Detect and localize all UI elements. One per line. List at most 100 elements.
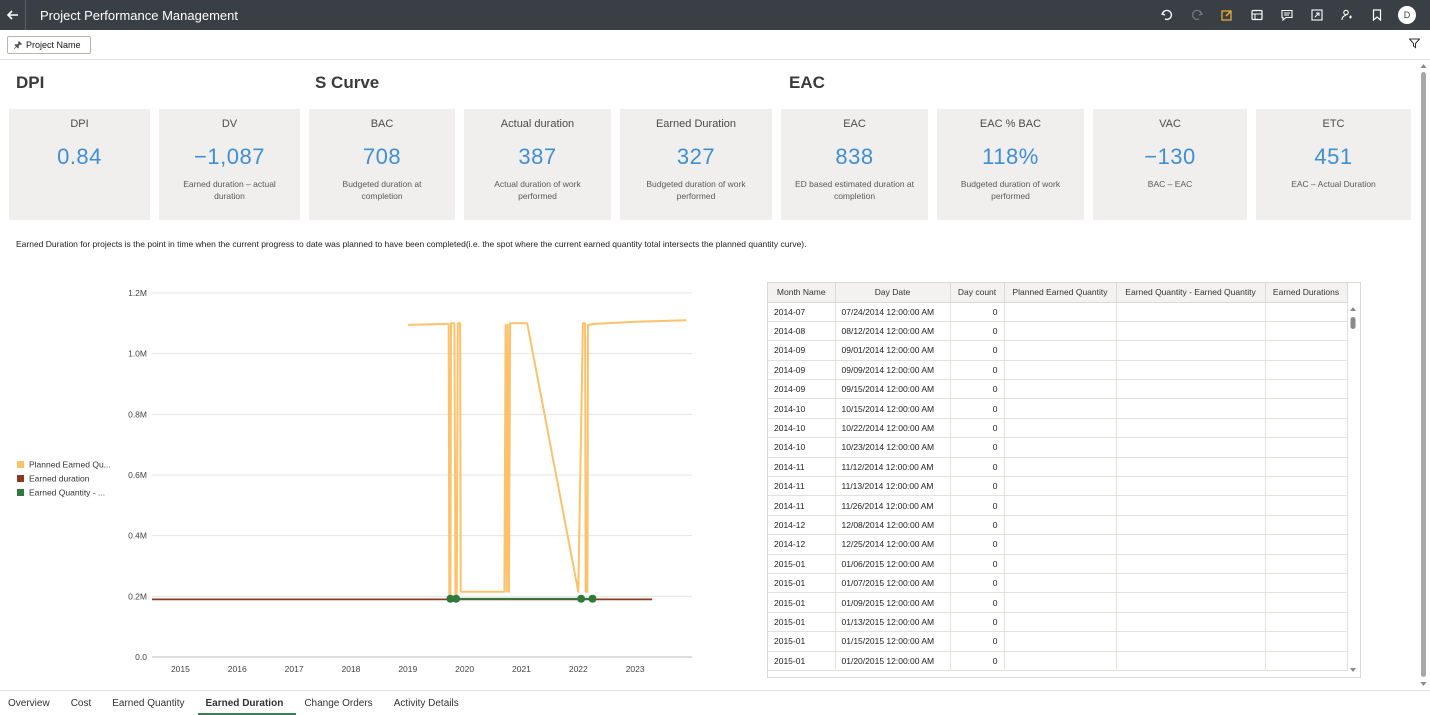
table-row[interactable]: 2014-09 09/09/2014 12:00:00 AM 0 — [768, 360, 1348, 381]
table-cell — [1265, 302, 1348, 322]
table-cell — [1116, 631, 1266, 652]
table-cell: 2014-12 — [768, 534, 836, 555]
table-cell: 07/24/2014 12:00:00 AM — [835, 302, 951, 322]
comment-button[interactable] — [1272, 0, 1302, 30]
table-row[interactable]: 2015-01 01/06/2015 12:00:00 AM 0 — [768, 554, 1348, 574]
table-cell: 09/15/2014 12:00:00 AM — [835, 379, 951, 400]
undo-button[interactable] — [1152, 0, 1182, 30]
edit-icon — [1221, 10, 1232, 21]
table-cell — [1116, 360, 1266, 381]
table-cell: 2014-12 — [768, 515, 836, 536]
back-button[interactable] — [0, 0, 26, 30]
data-button[interactable] — [1242, 0, 1272, 30]
table-scrollbar[interactable] — [1347, 302, 1359, 677]
table-cell: 2015-01 — [768, 651, 836, 671]
page-scrollbar[interactable] — [1419, 60, 1428, 690]
col-header-earned-quantity[interactable]: Earned Quantity - Earned Quantity — [1116, 283, 1266, 303]
page-scroll-up-icon[interactable] — [1420, 64, 1427, 68]
table-cell: 0 — [950, 379, 1005, 400]
table-row[interactable]: 2014-10 10/15/2014 12:00:00 AM 0 — [768, 398, 1348, 419]
page-scroll-down-icon[interactable] — [1420, 682, 1427, 686]
table-row[interactable]: 2014-09 09/01/2014 12:00:00 AM 0 — [768, 340, 1348, 361]
legend-swatch — [17, 489, 24, 496]
bookmark-button[interactable] — [1362, 0, 1392, 30]
col-header-earned-durations[interactable]: Earned Durations — [1265, 283, 1348, 303]
table-row[interactable]: 2015-01 01/20/2015 12:00:00 AM 0 — [768, 651, 1348, 671]
table-row[interactable]: 2014-12 12/25/2014 12:00:00 AM 0 — [768, 534, 1348, 555]
table-row[interactable]: 2014-12 12/08/2014 12:00:00 AM 0 — [768, 515, 1348, 536]
edit-button[interactable] — [1212, 0, 1242, 30]
table-cell: 2014-09 — [768, 379, 836, 400]
col-header-day-date[interactable]: Day Date — [835, 283, 951, 303]
table-cell — [1116, 457, 1266, 478]
kpi-tile-vac: VAC −130 BAC – EAC — [1093, 109, 1247, 220]
table-scroll-thumb[interactable] — [1350, 317, 1356, 329]
kpi-value: 118% — [982, 144, 1039, 169]
tab-change-orders[interactable]: Change Orders — [304, 698, 373, 709]
avatar[interactable]: D — [1398, 6, 1416, 24]
page-scroll-thumb[interactable] — [1421, 72, 1426, 677]
table-cell — [1265, 495, 1348, 516]
table-row[interactable]: 2014-11 11/13/2014 12:00:00 AM 0 — [768, 476, 1348, 497]
table-cell — [1004, 437, 1117, 458]
tab-cost[interactable]: Cost — [70, 698, 92, 709]
planned-earned-quantity-line — [407, 319, 687, 598]
tab-earned-quantity[interactable]: Earned Quantity — [112, 698, 185, 709]
table-cell: 11/13/2014 12:00:00 AM — [835, 476, 951, 497]
table-row[interactable]: 2014-07 07/24/2014 12:00:00 AM 0 — [768, 302, 1348, 322]
table-row[interactable]: 2014-10 10/22/2014 12:00:00 AM 0 — [768, 418, 1348, 439]
scroll-up-arrow-icon[interactable] — [1350, 307, 1356, 311]
x-tick-label: 2020 — [455, 664, 474, 674]
kpi-label: BAC — [370, 118, 394, 130]
table-row[interactable]: 2015-01 01/09/2015 12:00:00 AM 0 — [768, 592, 1348, 613]
table-cell — [1265, 418, 1348, 439]
page-tabs: Overview Cost Earned Quantity Earned Dur… — [0, 690, 1430, 715]
present-button[interactable] — [1302, 0, 1332, 30]
table-cell — [1265, 437, 1348, 458]
kpi-tile-bac: BAC 708 Budgeted duration at completion — [309, 109, 455, 220]
table-row[interactable]: 2015-01 01/13/2015 12:00:00 AM 0 — [768, 612, 1348, 633]
table-cell — [1116, 651, 1266, 671]
table-cell: 01/20/2015 12:00:00 AM — [835, 651, 951, 671]
project-name-filter[interactable]: Project Name — [7, 36, 91, 54]
table-row[interactable]: 2014-11 11/26/2014 12:00:00 AM 0 — [768, 495, 1348, 516]
table-cell: 0 — [950, 302, 1005, 322]
table-cell: 0 — [950, 651, 1005, 671]
y-tick-label: 0.0 — [135, 652, 147, 662]
table-cell — [1004, 398, 1117, 419]
table-cell — [1265, 321, 1348, 342]
y-tick-label: 0.2M — [128, 591, 147, 601]
table-cell: 0 — [950, 534, 1005, 555]
share-user-button[interactable] — [1332, 0, 1362, 30]
table-cell — [1265, 554, 1348, 574]
table-cell — [1265, 515, 1348, 536]
table-row[interactable]: 2014-09 09/15/2014 12:00:00 AM 0 — [768, 379, 1348, 400]
app-header: Project Performance Management D — [0, 0, 1430, 30]
table-cell: 09/09/2014 12:00:00 AM — [835, 360, 951, 381]
table-cell: 0 — [950, 495, 1005, 516]
col-header-planned-earned-quantity[interactable]: Planned Earned Quantity — [1004, 283, 1117, 303]
col-header-day-count[interactable]: Day count — [950, 283, 1005, 303]
table-row[interactable]: 2014-08 08/12/2014 12:00:00 AM 0 — [768, 321, 1348, 342]
data-icon — [1251, 9, 1263, 21]
earned-quantity-marker — [452, 594, 461, 603]
tab-overview[interactable]: Overview — [8, 698, 50, 709]
filter-icon[interactable] — [1409, 38, 1420, 49]
table-cell: 0 — [950, 573, 1005, 594]
tab-earned-duration[interactable]: Earned Duration — [197, 691, 297, 715]
tab-activity-details[interactable]: Activity Details — [393, 698, 459, 709]
table-cell — [1116, 340, 1266, 361]
table-cell — [1265, 534, 1348, 555]
col-header-month-name[interactable]: Month Name — [768, 283, 836, 303]
table-row[interactable]: 2014-11 11/12/2014 12:00:00 AM 0 — [768, 457, 1348, 478]
scroll-down-arrow-icon[interactable] — [1350, 668, 1356, 672]
kpi-tile-etc: ETC 451 EAC – Actual Duration — [1256, 109, 1411, 220]
table-row[interactable]: 2015-01 01/07/2015 12:00:00 AM 0 — [768, 573, 1348, 594]
table-cell: 2015-01 — [768, 554, 836, 574]
redo-button[interactable] — [1182, 0, 1212, 30]
present-icon — [1311, 9, 1323, 21]
section-title-dpi: DPI — [16, 73, 45, 92]
table-row[interactable]: 2014-10 10/23/2014 12:00:00 AM 0 — [768, 437, 1348, 458]
y-tick-label: 0.4M — [128, 531, 147, 541]
table-row[interactable]: 2015-01 01/15/2015 12:00:00 AM 0 — [768, 631, 1348, 652]
